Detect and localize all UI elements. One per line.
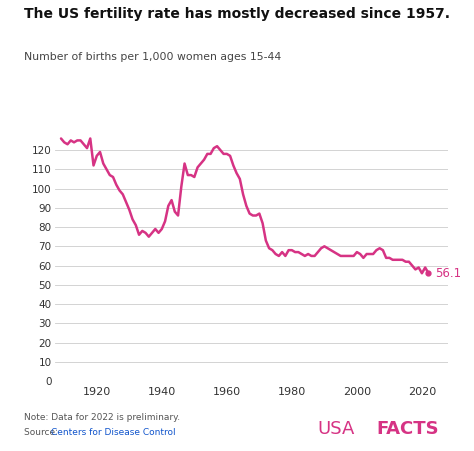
Text: Centers for Disease Control: Centers for Disease Control (51, 428, 176, 437)
Text: USA: USA (318, 420, 355, 438)
Text: Note: Data for 2022 is preliminary.: Note: Data for 2022 is preliminary. (24, 413, 180, 422)
Text: FACTS: FACTS (377, 420, 439, 438)
Text: The US fertility rate has mostly decreased since 1957.: The US fertility rate has mostly decreas… (24, 7, 450, 21)
Text: Number of births per 1,000 women ages 15-44: Number of births per 1,000 women ages 15… (24, 52, 281, 62)
Text: 56.1: 56.1 (435, 267, 461, 280)
Text: Source:: Source: (24, 428, 61, 437)
